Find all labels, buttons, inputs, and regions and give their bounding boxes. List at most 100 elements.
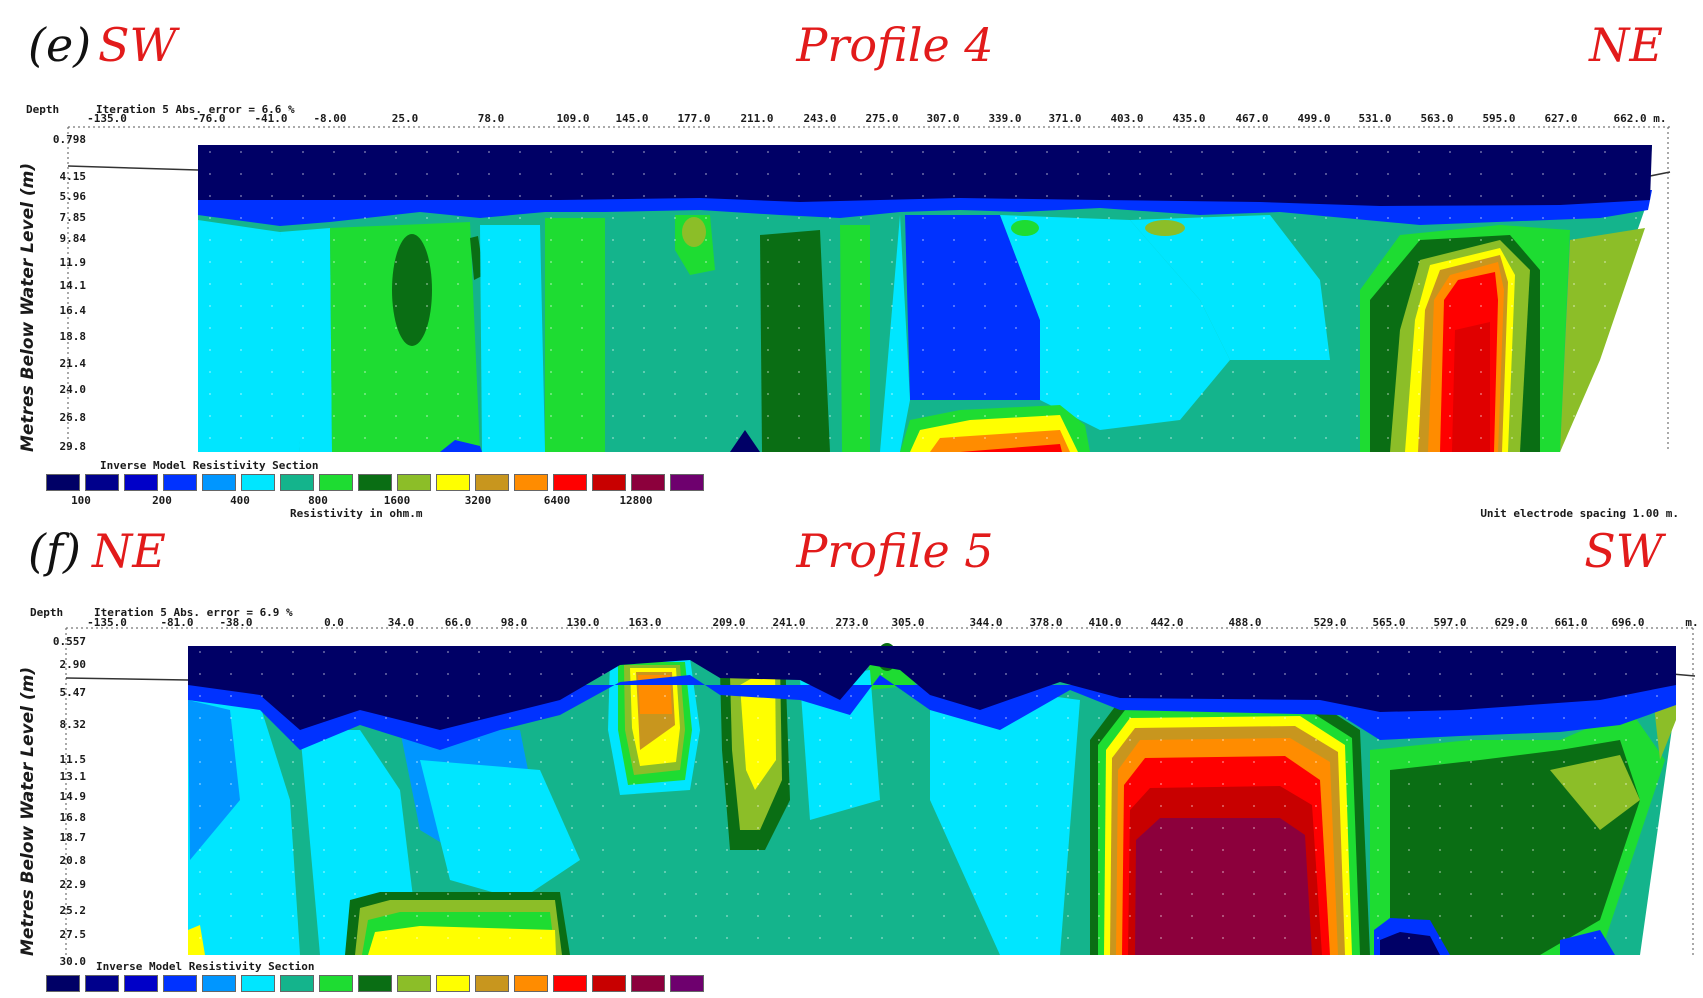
depth-tick-label: 4.15: [59, 170, 87, 183]
x-tick-label: 66.0: [444, 616, 472, 629]
x-tick-label: -81.0: [160, 616, 194, 629]
x-tick-label: 595.0: [1482, 112, 1516, 125]
x-tick-label: 531.0: [1358, 112, 1392, 125]
depth-header: Depth: [30, 606, 64, 619]
x-tick-label: 403.0: [1110, 112, 1144, 125]
x-tick-label: 339.0: [988, 112, 1022, 125]
legend-value: 12800: [619, 494, 653, 507]
x-tick-label: 211.0: [740, 112, 774, 125]
legend-swatch: [514, 975, 548, 992]
depth-tick-label: 9.84: [59, 232, 87, 245]
depth-tick-label: 24.0: [59, 383, 87, 396]
depth-tick-label: 30.0: [59, 955, 87, 968]
depth-tick-label: 0.798: [52, 133, 86, 146]
x-tick-label: 629.0: [1494, 616, 1528, 629]
legend-swatch: [592, 975, 626, 992]
depth-tick-label: 18.8: [59, 330, 87, 343]
panel-letter: (e): [28, 18, 92, 72]
x-tick-label: -135.0: [87, 112, 127, 125]
x-tick-label: -76.0: [192, 112, 226, 125]
x-tick-label: 34.0: [387, 616, 415, 629]
legend-swatch: [514, 474, 548, 491]
legend-swatch: [358, 975, 392, 992]
legend-value: 100: [71, 494, 91, 507]
legend-swatch: [436, 474, 470, 491]
legend-swatch: [241, 474, 275, 491]
depth-tick-label: 14.1: [59, 279, 87, 292]
electrode-spacing: Unit electrode spacing 1.00 m.: [1480, 507, 1679, 520]
x-tick-label: -41.0: [254, 112, 288, 125]
legend-swatch: [553, 474, 587, 491]
legend-swatch: [631, 474, 665, 491]
depth-tick-label: 5.96: [59, 190, 87, 203]
x-tick-label: 467.0: [1235, 112, 1269, 125]
x-tick-label: 597.0: [1433, 616, 1467, 629]
x-tick-label: 410.0: [1088, 616, 1122, 629]
profile-5-panel: (f) NE Profile 5 SW Depth Iteration 5 Ab…: [0, 500, 1703, 998]
legend-swatch: [85, 474, 119, 491]
x-tick-label: -8.00: [313, 112, 347, 125]
legend-swatch: [670, 975, 704, 992]
x-tick-label: 305.0: [891, 616, 925, 629]
depth-tick-label: 11.5: [59, 753, 87, 766]
x-tick-label: 275.0: [865, 112, 899, 125]
x-tick-label: 273.0: [835, 616, 869, 629]
legend-swatch: [163, 474, 197, 491]
legend-swatch: [358, 474, 392, 491]
x-tick-label: 435.0: [1172, 112, 1206, 125]
legend-swatch: [397, 474, 431, 491]
x-tick-label: 565.0: [1372, 616, 1406, 629]
x-tick-label: 163.0: [628, 616, 662, 629]
x-tick-label: 344.0: [969, 616, 1003, 629]
legend-swatch: [670, 474, 704, 491]
legend-value: 800: [308, 494, 328, 507]
legend-swatch: [46, 474, 80, 491]
legend-title: Inverse Model Resistivity Section: [100, 459, 319, 472]
profile-title: Profile 4: [796, 18, 994, 72]
profile-5-title-row: (f) NE Profile 5 SW: [0, 510, 1703, 580]
legend-swatch: [553, 975, 587, 992]
x-tick-label: 563.0: [1420, 112, 1454, 125]
x-tick-label: 25.0: [391, 112, 419, 125]
profile-title: Profile 5: [796, 524, 994, 578]
x-tick-label: 243.0: [803, 112, 837, 125]
x-tick-label: 98.0: [500, 616, 528, 629]
depth-tick-label: 0.557: [52, 635, 86, 648]
x-tick-label: 209.0: [712, 616, 746, 629]
legend-swatch: [475, 975, 509, 992]
direction-right: SW: [1584, 524, 1663, 578]
legend-swatch: [475, 474, 509, 491]
x-tick-label: 78.0: [477, 112, 505, 125]
legend-value: 1600: [383, 494, 411, 507]
x-tick-label: 662.0 m.: [1613, 112, 1667, 125]
legend-unit: Resistivity in ohm.m: [290, 507, 423, 520]
x-tick-label: 442.0: [1150, 616, 1184, 629]
x-tick-label: -135.0: [87, 616, 127, 629]
legend-swatch: [436, 975, 470, 992]
depth-tick-label: 8.32: [59, 718, 87, 731]
x-tick-label: 661.0: [1554, 616, 1588, 629]
x-tick-label: m.: [1685, 616, 1699, 629]
x-tick-label: 0.0: [324, 616, 344, 629]
legend-swatch: [631, 975, 665, 992]
direction-left: SW: [98, 18, 177, 72]
depth-tick-label: 29.8: [59, 440, 87, 453]
direction-right: NE: [1589, 18, 1663, 72]
depth-tick-label: 16.4: [59, 304, 87, 317]
x-tick-label: 109.0: [556, 112, 590, 125]
x-tick-label: 241.0: [772, 616, 806, 629]
depth-tick-label: 11.9: [59, 256, 87, 269]
x-tick-label: 488.0: [1228, 616, 1262, 629]
legend-swatch: [319, 975, 353, 992]
legend-swatch: [124, 474, 158, 491]
legend-swatch: [163, 975, 197, 992]
resistivity-section-4: [67, 126, 1671, 452]
legend-value: 3200: [464, 494, 492, 507]
legend-value: 6400: [543, 494, 571, 507]
legend-swatch: [319, 474, 353, 491]
x-tick-label: 177.0: [677, 112, 711, 125]
x-tick-label: 145.0: [615, 112, 649, 125]
legend-swatch: [280, 975, 314, 992]
legend-swatch: [202, 975, 236, 992]
legend-swatch: [46, 975, 80, 992]
